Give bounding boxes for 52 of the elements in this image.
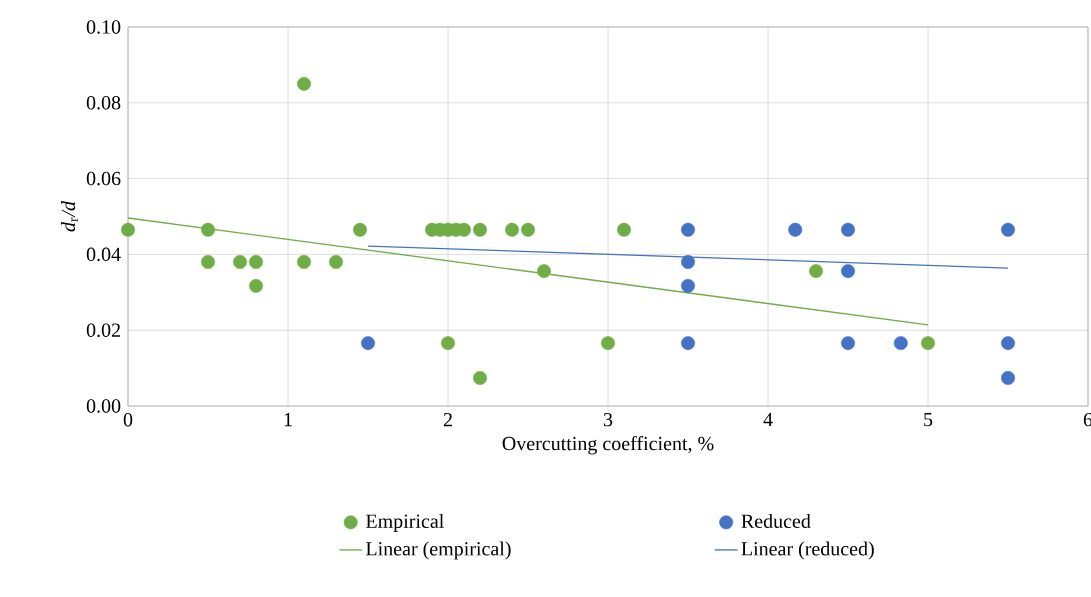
point xyxy=(233,255,247,269)
y-tick-label: 0.08 xyxy=(86,96,121,110)
point xyxy=(1001,336,1015,351)
x-tick-label: 2 xyxy=(443,412,452,427)
x-tick-label: 3 xyxy=(603,412,613,427)
point xyxy=(201,255,215,269)
point xyxy=(681,255,695,269)
point xyxy=(841,222,855,237)
point xyxy=(297,76,311,91)
legend-label: Linear (empirical) xyxy=(366,541,511,560)
legend-label: Reduced xyxy=(741,513,811,528)
x-tick-label: 4 xyxy=(763,412,773,427)
y-axis-title: d$_{r}$/d xyxy=(61,201,78,232)
point xyxy=(521,222,535,237)
point xyxy=(788,222,803,237)
point xyxy=(681,336,695,351)
point xyxy=(361,336,375,351)
point xyxy=(297,255,311,269)
x-tick-label: 1 xyxy=(284,412,292,427)
point xyxy=(841,264,855,279)
point xyxy=(841,336,855,351)
y-tick-label: 0.06 xyxy=(86,171,121,186)
x-axis-title: Overcutting coefficient, % xyxy=(502,436,714,455)
point xyxy=(601,336,615,351)
point xyxy=(353,222,367,237)
point xyxy=(457,222,471,237)
point xyxy=(809,264,823,279)
point xyxy=(1001,371,1015,385)
x-tick-label: 0 xyxy=(123,412,133,427)
legend-label: Empirical xyxy=(366,513,444,533)
y-tick-label: 0.10 xyxy=(86,20,121,34)
x-tick-label: 5 xyxy=(924,412,933,427)
point xyxy=(681,278,695,293)
point xyxy=(1001,222,1015,237)
point xyxy=(121,222,135,237)
point xyxy=(329,255,343,269)
point xyxy=(249,278,263,293)
point xyxy=(537,264,551,279)
legend-label: Linear (reduced) xyxy=(741,541,874,560)
point xyxy=(921,336,935,351)
point xyxy=(201,222,215,237)
y-tick-label: 0.00 xyxy=(86,399,121,413)
point xyxy=(505,222,519,237)
point xyxy=(893,336,908,351)
point xyxy=(681,222,695,237)
point xyxy=(441,336,455,351)
point xyxy=(249,255,263,269)
y-tick-label: 0.02 xyxy=(86,323,120,337)
point xyxy=(617,222,631,237)
point xyxy=(473,371,487,385)
point xyxy=(473,222,487,237)
y-tick-label: 0.04 xyxy=(86,247,121,262)
